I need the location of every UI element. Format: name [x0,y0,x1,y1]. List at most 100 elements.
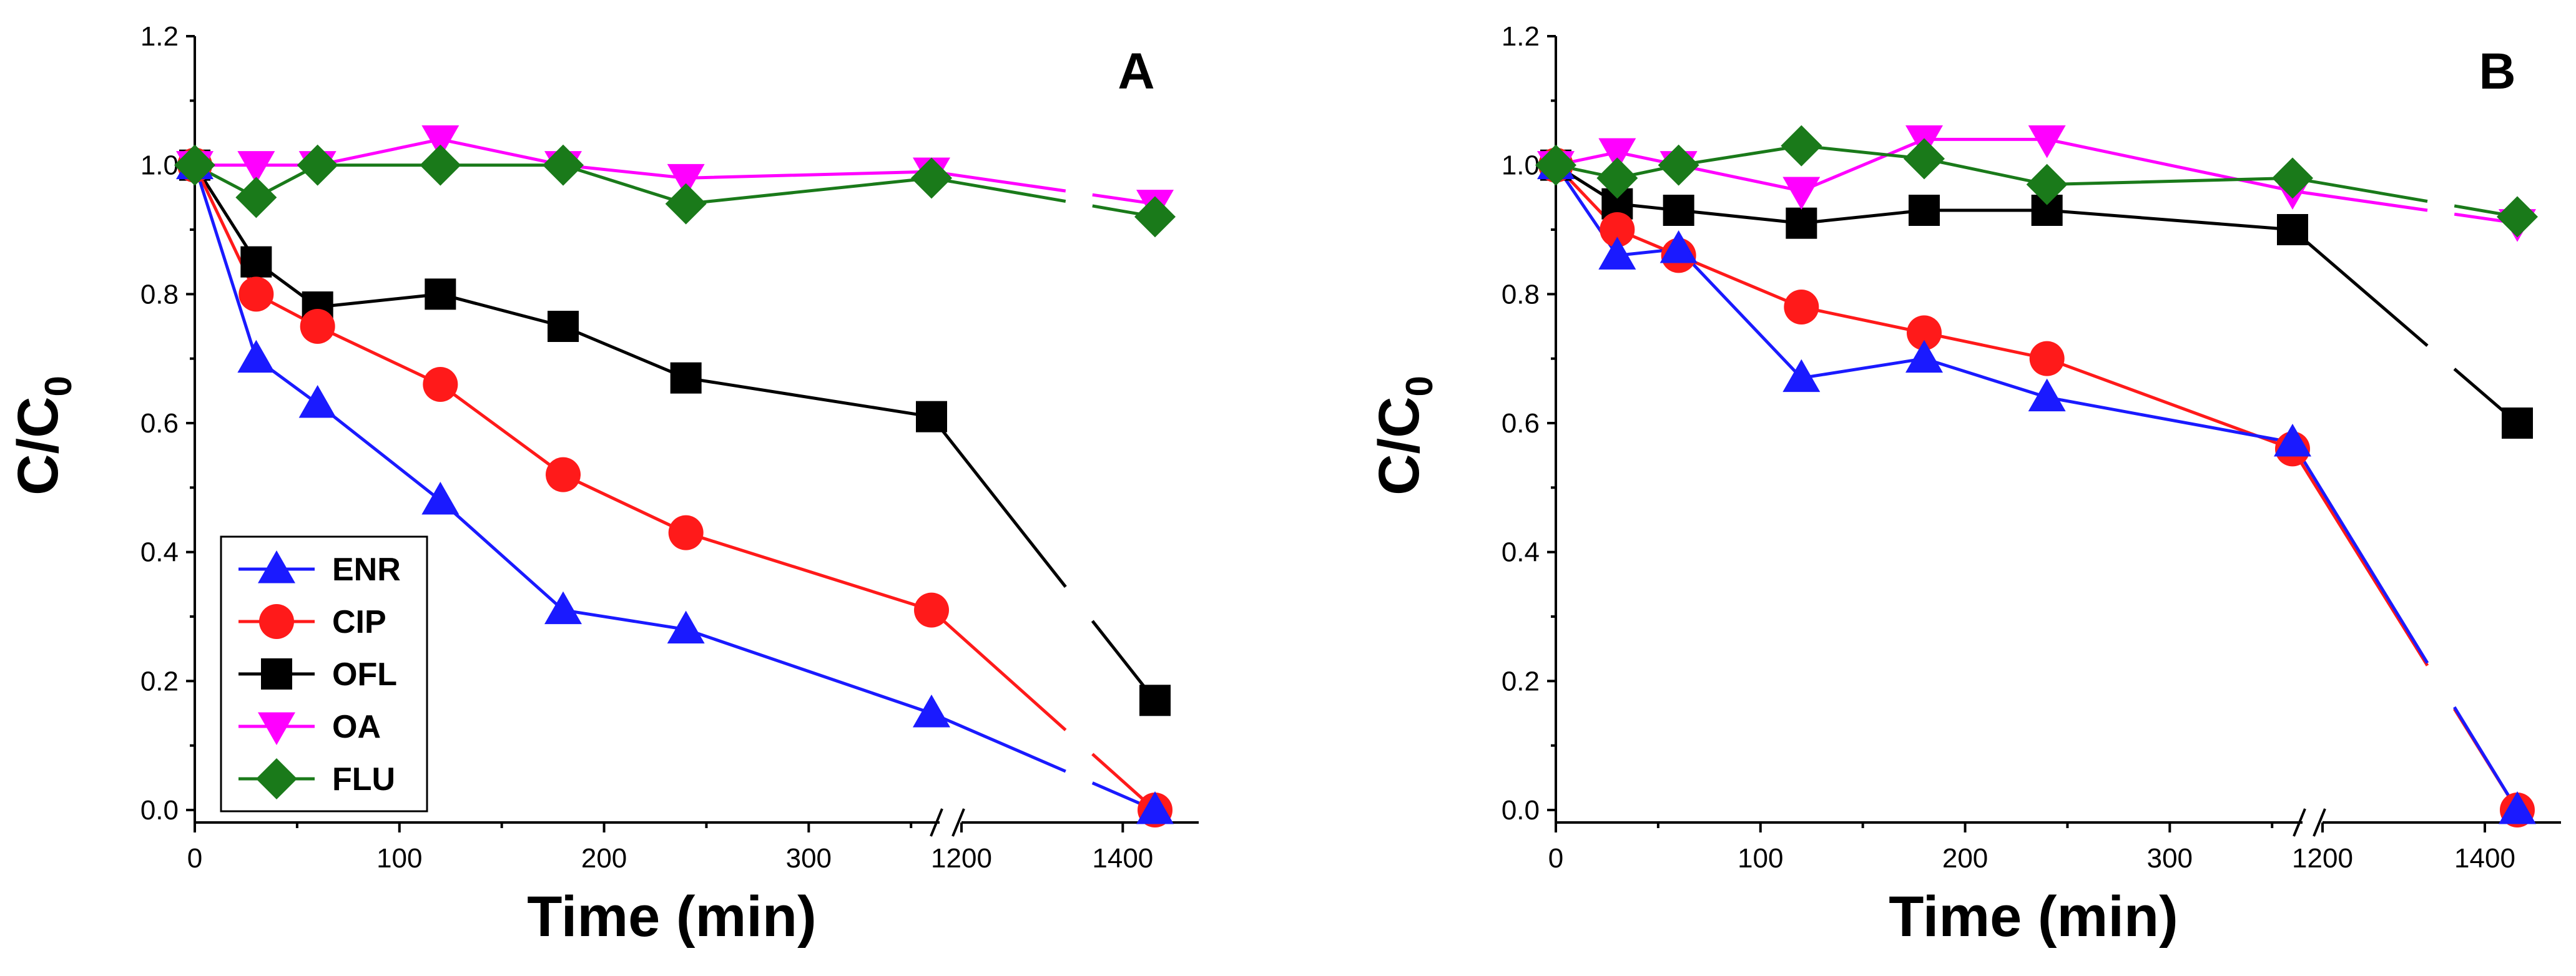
y-tick-label: 1.2 [1502,21,1540,52]
y-tick-label: 0.8 [1502,279,1540,310]
data-point-cip [1784,290,1819,325]
series-line-enr-break [2291,441,2429,664]
series-line-ofl-break [930,416,1067,588]
legend-marker-ofl [261,658,292,690]
data-point-oa [667,163,705,197]
y-tick-label: 0.4 [1502,537,1540,568]
series-line-ofl [193,164,932,419]
data-point-cip [300,309,335,344]
y-tick-label: 0.0 [1502,795,1540,826]
data-point-enr [544,591,582,625]
data-point-enr [2499,791,2536,824]
x-tick-label: 0 [1548,843,1563,874]
series-line-oa-break [931,170,1066,193]
data-point-cip [546,457,581,492]
x-tick-label: 1200 [2292,843,2353,874]
data-point-enr [237,339,275,373]
y-tick-label: 1.0 [1502,150,1540,181]
data-point-ofl [2502,407,2533,439]
y-tick-label: 1.2 [140,21,179,52]
x-tick-label: 1400 [1092,843,1153,874]
y-tick-label: 1.0 [140,150,179,181]
data-point-flu [420,144,461,186]
data-point-flu [1596,157,1638,199]
y-tick-label: 0.6 [140,408,179,439]
data-point-flu [235,177,277,218]
legend-label-flu: FLU [332,761,395,798]
chart-panel-a: 0.0 0.2 0.4 0.6 0.8 1.0 1.2 0 100 200 300 1200 1400 T… [6,21,1199,949]
data-point-cip [238,276,274,312]
series-line-ofl-break [2291,228,2429,347]
x-tick-label: 100 [376,843,422,874]
data-point-enr [2274,424,2311,457]
data-point-enr [1782,359,1821,393]
legend-label-cip: CIP [332,604,386,640]
data-point-cip [914,592,949,628]
axis-break-mark [2293,808,2306,837]
y-tick-label: 0.4 [140,537,179,568]
x-tick-label: 200 [581,843,627,874]
x-tick-label: 1200 [931,843,992,874]
data-point-ofl [425,278,456,310]
data-point-oa [2028,125,2066,159]
data-point-enr [1905,339,1943,373]
legend-label-enr: ENR [332,552,401,588]
data-point-ofl [2277,214,2308,245]
series-line-enr-break [2453,706,2519,811]
series-line-flu-break [2292,176,2428,203]
y-tick-label: 0.6 [1502,408,1540,439]
data-point-enr [2028,378,2066,412]
x-tick-label: 300 [786,843,832,874]
data-point-flu [174,144,215,186]
y-axis-title: C/C0 [6,376,79,495]
data-point-flu [911,157,952,199]
data-point-ofl [1139,685,1171,716]
x-tick-label: 0 [187,843,202,874]
data-point-oa [1782,177,1821,210]
series-line-cip-break [2291,448,2429,666]
data-point-ofl [1663,195,1694,226]
data-point-flu [1535,144,1576,186]
x-tick-label: 1400 [2454,843,2515,874]
legend-marker-cip [259,604,294,639]
x-axis-title: Time (min) [1889,885,2178,949]
y-tick-label: 0.2 [1502,666,1540,696]
data-point-cip [423,367,458,402]
data-point-flu [1904,138,1945,180]
legend-label-ofl: OFL [332,656,397,693]
data-point-enr [1598,237,1636,270]
panel-label: B [2479,43,2515,100]
legend-marker-enr [258,550,295,583]
series-line-oa-break [2292,189,2428,212]
data-point-flu [543,144,584,186]
legend-marker-oa [258,712,295,745]
series-line-cip-break [930,608,1067,731]
chart-panel-b: 0.0 0.2 0.4 0.6 0.8 1.0 1.2 0 100 200 300 1200 1400 T… [1367,21,2561,949]
panel-label: A [1118,43,1154,100]
data-point-enr [1136,791,1174,824]
axis-break-mark [2313,808,2326,837]
data-point-flu [665,183,707,225]
data-point-flu [297,144,338,186]
axis-break-mark [951,808,965,837]
data-point-flu [1658,144,1699,186]
data-point-oa [421,125,460,159]
data-point-flu [1781,125,1822,167]
data-point-ofl [548,311,579,342]
y-tick-label: 0.2 [140,666,179,696]
data-point-cip [1907,315,1942,351]
data-point-ofl [1909,195,1940,226]
data-point-enr [421,482,460,515]
data-point-oa [1598,138,1636,171]
y-tick-label: 0.8 [140,279,179,310]
series-line-enr-break [931,711,1066,773]
y-tick-label: 0.0 [140,795,179,826]
legend-marker-flu [256,758,297,799]
data-point-oa [237,151,275,184]
series-line-flu-break [931,176,1066,203]
x-tick-label: 300 [2147,843,2193,874]
data-point-flu [2272,157,2313,199]
data-point-flu [2497,196,2538,238]
x-axis-title: Time (min) [527,885,816,949]
